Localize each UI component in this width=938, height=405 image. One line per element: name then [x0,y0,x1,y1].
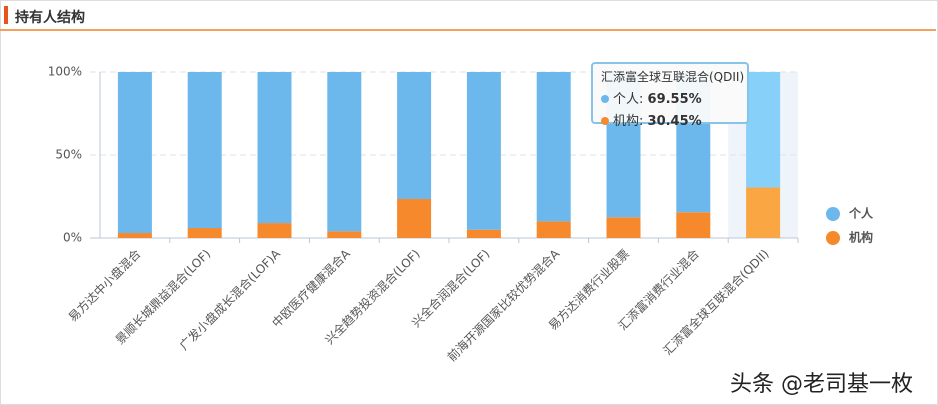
bar-segment [117,233,152,238]
bar-segment [257,223,292,238]
tooltip: 汇添富全球互联混合(QDII) 个人69.55% 机构30.45% [591,62,749,129]
legend-label: 机构 [849,230,873,245]
bar-segment [606,217,641,238]
panel-title: 持有人结构 [15,10,85,26]
bar-segment [397,198,432,238]
legend-marker [826,231,840,245]
tooltip-dot [601,117,609,125]
bar-segment [327,72,362,232]
bar-segment [257,72,292,224]
bar-segment [187,72,222,229]
y-tick-label: 0% [63,231,82,245]
panel-header: 持有人结构 [0,0,936,31]
tooltip-value: 69.55% [647,92,702,107]
y-tick-label: 100% [48,65,82,79]
bar-segment [187,228,222,238]
bar-segment [117,72,152,234]
tooltip-value: 30.45% [647,114,702,129]
legend-marker [826,207,840,221]
y-tick-label: 50% [55,148,82,162]
x-tick-label: 易方达中小盘混合 [65,246,143,324]
tooltip-row: 个人69.55% [601,88,747,107]
x-tick-label: 兴全合润混合(LOF) [408,246,492,330]
legend-label: 个人 [848,206,874,221]
bar-segment [676,212,711,238]
bar-segment [746,187,781,238]
tooltip-title: 汇添富全球互联混合(QDII) [601,70,745,84]
tooltip-dot [601,95,609,103]
tooltip-name: 个人 [613,92,648,107]
bar-segment [536,72,571,222]
tooltip-row: 机构30.45% [601,110,747,129]
tooltip-name: 机构 [613,114,648,129]
header-accent [4,6,8,24]
bar-segment [466,72,501,230]
bar-segment [746,72,781,188]
bar-segment [466,229,501,238]
bar-segment [397,72,432,199]
watermark: 头条 @老司基一枚 [730,372,913,397]
bar-segment [536,221,571,238]
bar-segment [327,231,362,238]
x-tick-label: 前海开源国家比较优势混合A [444,245,563,364]
